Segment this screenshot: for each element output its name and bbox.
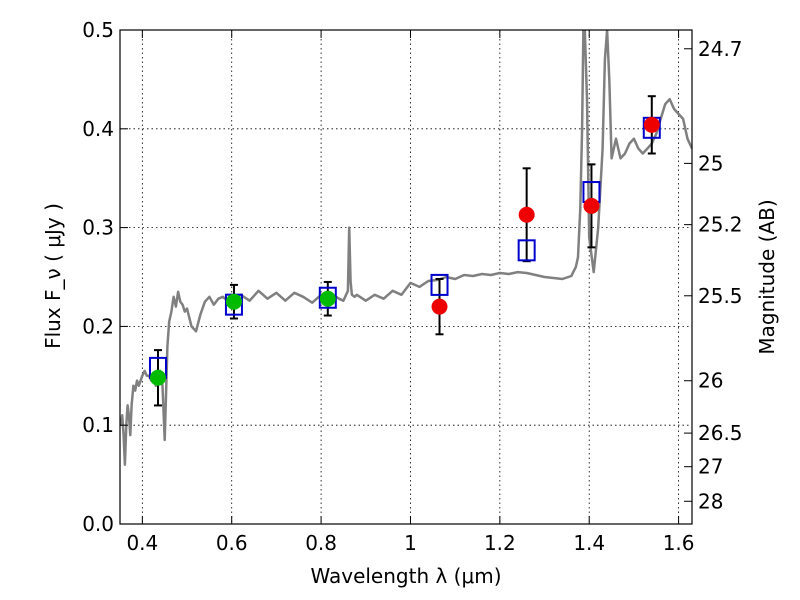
right-tick-label: 28 (698, 489, 723, 513)
observed-point-red (431, 298, 448, 315)
right-axis-label: Magnitude (AB) (755, 199, 779, 354)
x-tick-label: 0.6 (216, 531, 248, 555)
model-flux-square (430, 273, 449, 296)
right-tick-label: 27 (698, 455, 723, 479)
x-tick-label: 1.2 (484, 531, 516, 555)
observed-point-green (225, 293, 242, 310)
model-flux-square (318, 286, 337, 309)
observed-point-green (149, 369, 166, 386)
model-flux-squares (148, 116, 661, 379)
y-axis-label: Flux F_ν ( μJy ) (41, 203, 65, 349)
x-tick-label: 1.6 (663, 531, 695, 555)
right-tick-label: 25.5 (698, 284, 743, 308)
plot-frame (119, 29, 693, 525)
x-tick-label: 1 (404, 531, 417, 555)
y-tick-label: 0.0 (82, 512, 114, 536)
y-tick-label: 0.4 (82, 117, 114, 141)
y-tick-label: 0.3 (82, 216, 114, 240)
observed-point-red (643, 116, 660, 133)
y-tick-label: 0.1 (82, 413, 114, 437)
y-tick-labels: 0.0 0.1 0.2 0.3 0.4 0.5 (82, 18, 114, 536)
x-tick-label: 0.4 (126, 531, 158, 555)
model-flux-square (517, 239, 536, 262)
model-sed-line (120, 30, 692, 466)
observed-point-green (319, 290, 336, 307)
right-tick-label: 25.2 (698, 213, 743, 237)
x-tick-label: 1.4 (573, 531, 605, 555)
model-sed (120, 30, 692, 466)
right-tick-label: 26.5 (698, 421, 743, 445)
grid (120, 30, 692, 524)
x-axis-label: Wavelength λ (μm) (310, 564, 501, 588)
x-tick-label: 0.8 (305, 531, 337, 555)
y-tick-label: 0.2 (82, 314, 114, 338)
error-bars (153, 95, 656, 407)
right-tick-label: 26 (698, 369, 723, 393)
tick-marks (120, 29, 692, 525)
observed-point-red (518, 206, 535, 223)
right-tick-label: 25 (698, 151, 723, 175)
observed-point-red (583, 197, 600, 214)
y-tick-label: 0.5 (82, 18, 114, 42)
observed-points (149, 116, 660, 386)
x-tick-labels: 0.4 0.6 0.8 1 1.2 1.4 1.6 (126, 531, 694, 555)
right-tick-label: 24.7 (698, 37, 743, 61)
right-tick-labels: 24.7 25 25.2 25.5 26 26.5 27 28 (698, 37, 743, 514)
